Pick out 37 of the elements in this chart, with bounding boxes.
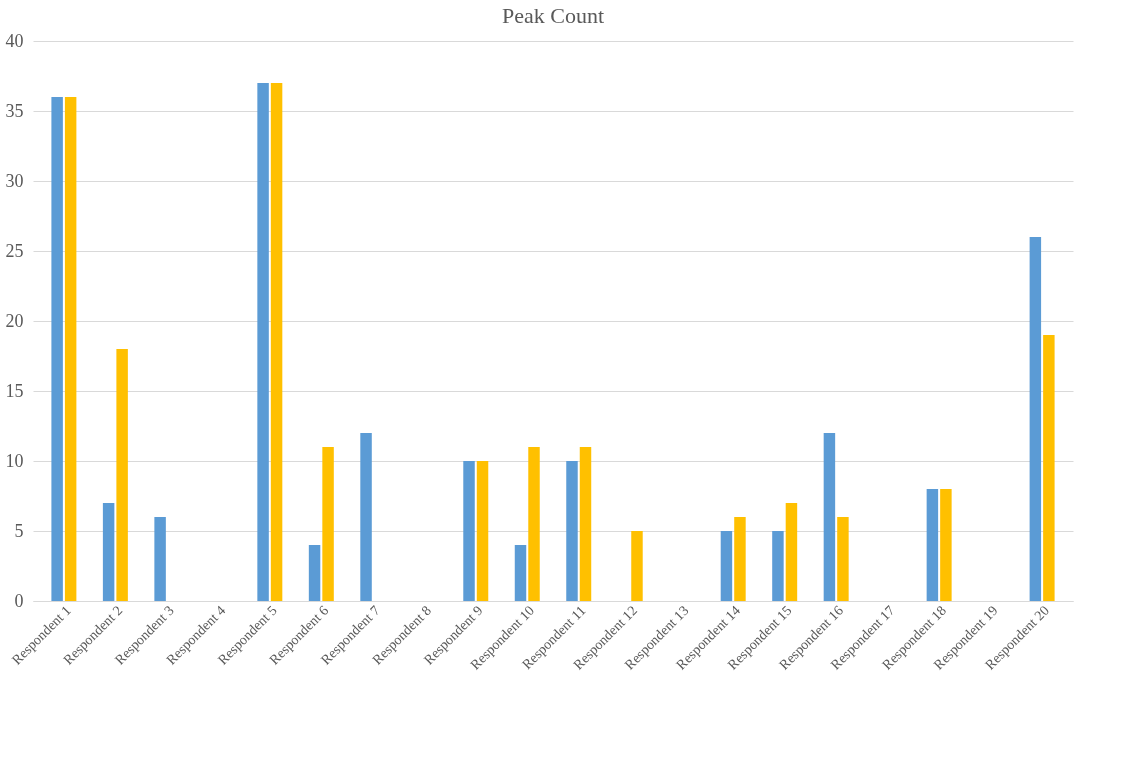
bar: [772, 531, 784, 601]
y-tick-label: 25: [5, 240, 24, 261]
y-tick-label: 30: [5, 170, 24, 191]
bar: [51, 97, 63, 601]
y-tick-label: 35: [5, 100, 24, 121]
bar: [116, 349, 128, 601]
bar: [463, 461, 475, 601]
bar: [1043, 335, 1055, 601]
y-tick-label: 15: [5, 380, 24, 401]
y-tick-label: 5: [14, 520, 24, 541]
bar: [579, 447, 592, 601]
bar: [720, 531, 733, 601]
bar: [566, 461, 578, 601]
bar: [734, 517, 746, 601]
bar: [64, 97, 77, 601]
bar: [322, 447, 334, 601]
y-tick-label: 40: [5, 30, 24, 51]
y-tick-label: 20: [5, 310, 24, 331]
y-tick-label: 0: [14, 590, 24, 611]
y-tick-label: 10: [5, 450, 24, 471]
bar: [308, 545, 321, 601]
bar: [823, 433, 836, 601]
bar: [476, 461, 489, 601]
chart-title: Peak Count: [501, 3, 605, 28]
bar: [785, 503, 798, 601]
bar: [837, 517, 849, 601]
bar: [926, 489, 939, 601]
bar: [528, 447, 540, 601]
bar: [270, 83, 283, 601]
bar: [940, 489, 952, 601]
bar: [631, 531, 643, 601]
bar: [1029, 237, 1042, 601]
bar: [514, 545, 527, 601]
bar: [360, 433, 372, 601]
bar: [154, 517, 166, 601]
bar: [102, 503, 115, 601]
bar: [257, 83, 269, 601]
